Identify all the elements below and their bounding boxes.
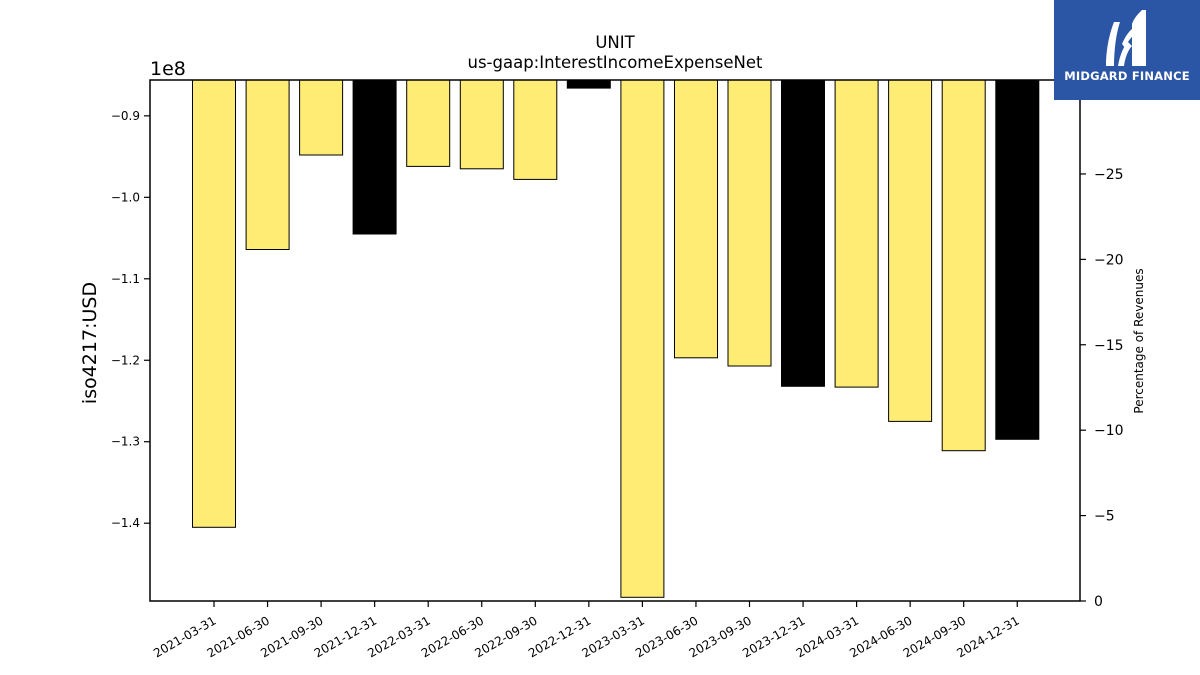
y2-tick-label: −5: [1094, 509, 1115, 525]
y-tick-label: −1.4: [111, 516, 140, 530]
company-logo: MIDGARD FINANCE: [1054, 0, 1200, 100]
y-tick-label: −0.9: [111, 109, 140, 123]
bar-2024-03-31: [834, 79, 879, 388]
y-axis-label: iso4217:USD: [79, 282, 101, 404]
logo-text: MIDGARD FINANCE: [1064, 69, 1190, 83]
y2-tick-label: −15: [1094, 338, 1124, 354]
y-tick-label: −1.2: [111, 353, 140, 367]
bar-2023-06-30: [674, 79, 718, 359]
bar-2022-09-30: [513, 79, 558, 180]
bar-2022-03-31: [406, 79, 451, 167]
bar-2024-09-30: [941, 79, 986, 452]
midgard-logo-icon: [1106, 10, 1146, 66]
chart-title: UNIT: [595, 33, 635, 52]
y2-ticks: −25 −20 −15 −10 −5 0: [1080, 167, 1124, 610]
y2-tick-label: −10: [1094, 423, 1124, 439]
bar-2023-03-31: [620, 79, 665, 598]
bar-2023-09-30: [727, 79, 772, 367]
y2-tick-label: 0: [1094, 594, 1103, 610]
y-tick-label: −1.3: [111, 435, 140, 449]
chart-subtitle: us-gaap:InterestIncomeExpenseNet: [467, 53, 763, 72]
y-tick-label: −1.0: [111, 190, 140, 204]
bar-2021-06-30: [245, 79, 290, 250]
bar-2023-12-31: [781, 79, 825, 387]
bar-2024-06-30: [888, 79, 933, 422]
bars: [192, 79, 1040, 598]
y-scale-label: 1e8: [150, 58, 186, 80]
plot-frame: [149, 79, 1081, 602]
x-ticks: 2021-03-312021-06-302021-09-302021-12-31…: [151, 601, 1022, 660]
bar-2021-03-31: [192, 79, 236, 528]
y-tick-label: −1.1: [111, 272, 140, 286]
y-ticks: −0.9 −1.0 −1.1 −1.2 −1.3 −1.4: [111, 109, 150, 530]
bar-2022-12-31: [566, 79, 611, 89]
y2-tick-label: −25: [1094, 167, 1124, 183]
bar-2022-06-30: [459, 79, 504, 170]
y2-axis-label: Percentage of Revenues: [1132, 268, 1146, 413]
y2-tick-label: −20: [1094, 252, 1124, 268]
bar-2024-12-31: [995, 79, 1040, 440]
bar-2021-09-30: [299, 79, 344, 156]
bar-2021-12-31: [352, 79, 397, 235]
